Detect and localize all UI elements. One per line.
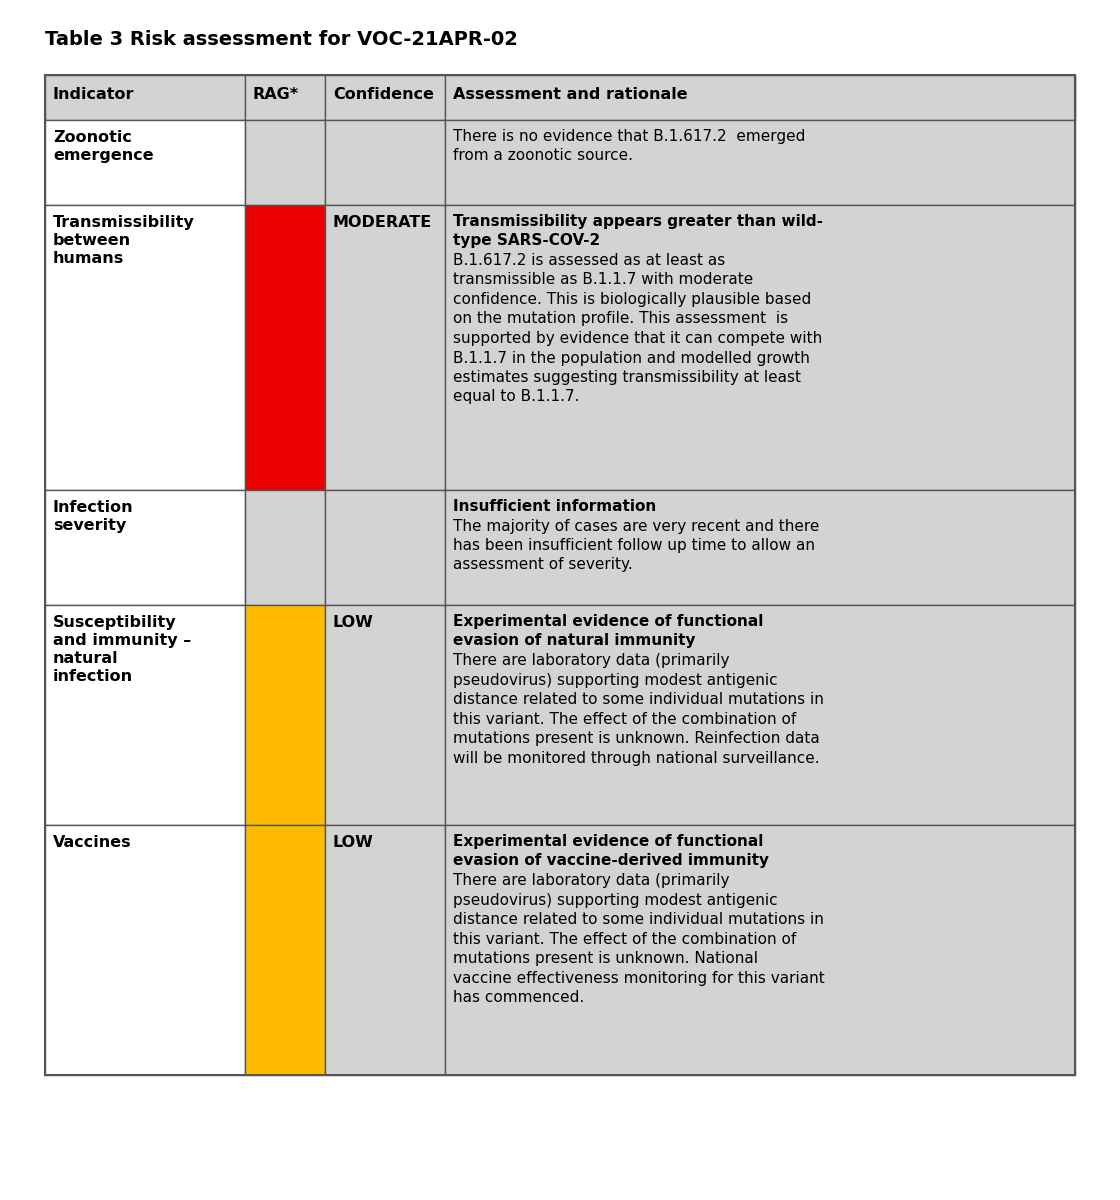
Bar [245, 120, 325, 205]
Text: Table 3 Risk assessment for VOC-21APR-02: Table 3 Risk assessment for VOC-21APR-02 [45, 30, 517, 49]
Bar [445, 490, 1075, 605]
Bar [45, 74, 1075, 1075]
Bar [325, 490, 445, 605]
Text: this variant. The effect of the combination of: this variant. The effect of the combinat… [452, 712, 796, 726]
Text: Susceptibility
and immunity –
natural
infection: Susceptibility and immunity – natural in… [53, 614, 192, 684]
Text: evasion of vaccine-derived immunity: evasion of vaccine-derived immunity [452, 853, 769, 869]
Text: Assessment and rationale: Assessment and rationale [452, 86, 688, 102]
Text: has commenced.: has commenced. [452, 990, 585, 1006]
Bar [325, 605, 445, 826]
Text: distance related to some individual mutations in: distance related to some individual muta… [452, 912, 824, 926]
Bar [45, 826, 245, 1075]
Text: vaccine effectiveness monitoring for this variant: vaccine effectiveness monitoring for thi… [452, 971, 824, 985]
Text: Indicator: Indicator [53, 86, 134, 102]
Text: Transmissibility appears greater than wild-: Transmissibility appears greater than wi… [452, 214, 823, 229]
Text: Experimental evidence of functional: Experimental evidence of functional [452, 614, 764, 629]
Text: evasion of natural immunity: evasion of natural immunity [452, 634, 696, 648]
Bar [445, 605, 1075, 826]
Bar [325, 120, 445, 205]
Text: Insufficient information: Insufficient information [452, 499, 656, 514]
Text: assessment of severity.: assessment of severity. [452, 558, 633, 572]
Bar [445, 120, 1075, 205]
Bar [45, 74, 1075, 120]
Bar [45, 605, 245, 826]
Text: The majority of cases are very recent and there: The majority of cases are very recent an… [452, 518, 820, 534]
Bar [445, 74, 1075, 120]
Text: has been insufficient follow up time to allow an: has been insufficient follow up time to … [452, 538, 815, 553]
Text: B.1.617.2 is assessed as at least as: B.1.617.2 is assessed as at least as [452, 253, 726, 268]
Text: Vaccines: Vaccines [53, 835, 132, 850]
Text: Experimental evidence of functional: Experimental evidence of functional [452, 834, 764, 850]
Bar [45, 205, 245, 490]
Text: LOW: LOW [333, 835, 374, 850]
Bar [245, 490, 325, 605]
Text: on the mutation profile. This assessment  is: on the mutation profile. This assessment… [452, 312, 788, 326]
Text: estimates suggesting transmissibility at least: estimates suggesting transmissibility at… [452, 370, 801, 385]
Bar [45, 120, 245, 205]
Bar [245, 74, 325, 120]
Bar [245, 205, 325, 490]
Bar [245, 605, 325, 826]
Text: MODERATE: MODERATE [333, 215, 432, 230]
Text: confidence. This is biologically plausible based: confidence. This is biologically plausib… [452, 292, 811, 307]
Text: distance related to some individual mutations in: distance related to some individual muta… [452, 692, 824, 707]
Text: There are laboratory data (primarily: There are laboratory data (primarily [452, 874, 729, 888]
Text: RAG*: RAG* [253, 86, 299, 102]
Text: type SARS-COV-2: type SARS-COV-2 [452, 234, 600, 248]
Bar [325, 205, 445, 490]
Text: pseudovirus) supporting modest antigenic: pseudovirus) supporting modest antigenic [452, 672, 777, 688]
Bar [325, 74, 445, 120]
Bar [45, 490, 245, 605]
Text: Confidence: Confidence [333, 86, 435, 102]
Text: Zoonotic
emergence: Zoonotic emergence [53, 130, 153, 163]
Text: There is no evidence that B.1.617.2  emerged: There is no evidence that B.1.617.2 emer… [452, 128, 805, 144]
Text: B.1.1.7 in the population and modelled growth: B.1.1.7 in the population and modelled g… [452, 350, 810, 366]
Text: Infection
severity: Infection severity [53, 500, 133, 533]
Text: supported by evidence that it can compete with: supported by evidence that it can compet… [452, 331, 822, 346]
Text: LOW: LOW [333, 614, 374, 630]
Text: this variant. The effect of the combination of: this variant. The effect of the combinat… [452, 931, 796, 947]
Text: There are laboratory data (primarily: There are laboratory data (primarily [452, 653, 729, 668]
Text: Transmissibility
between
humans: Transmissibility between humans [53, 215, 195, 266]
Text: transmissible as B.1.1.7 with moderate: transmissible as B.1.1.7 with moderate [452, 272, 754, 288]
Bar [245, 826, 325, 1075]
Bar [445, 826, 1075, 1075]
Text: pseudovirus) supporting modest antigenic: pseudovirus) supporting modest antigenic [452, 893, 777, 907]
Text: mutations present is unknown. Reinfection data: mutations present is unknown. Reinfectio… [452, 731, 820, 746]
Text: will be monitored through national surveillance.: will be monitored through national surve… [452, 750, 820, 766]
Bar [325, 826, 445, 1075]
Text: mutations present is unknown. National: mutations present is unknown. National [452, 950, 758, 966]
Text: from a zoonotic source.: from a zoonotic source. [452, 149, 633, 163]
Bar [445, 205, 1075, 490]
Text: equal to B.1.1.7.: equal to B.1.1.7. [452, 390, 579, 404]
Bar [45, 74, 245, 120]
